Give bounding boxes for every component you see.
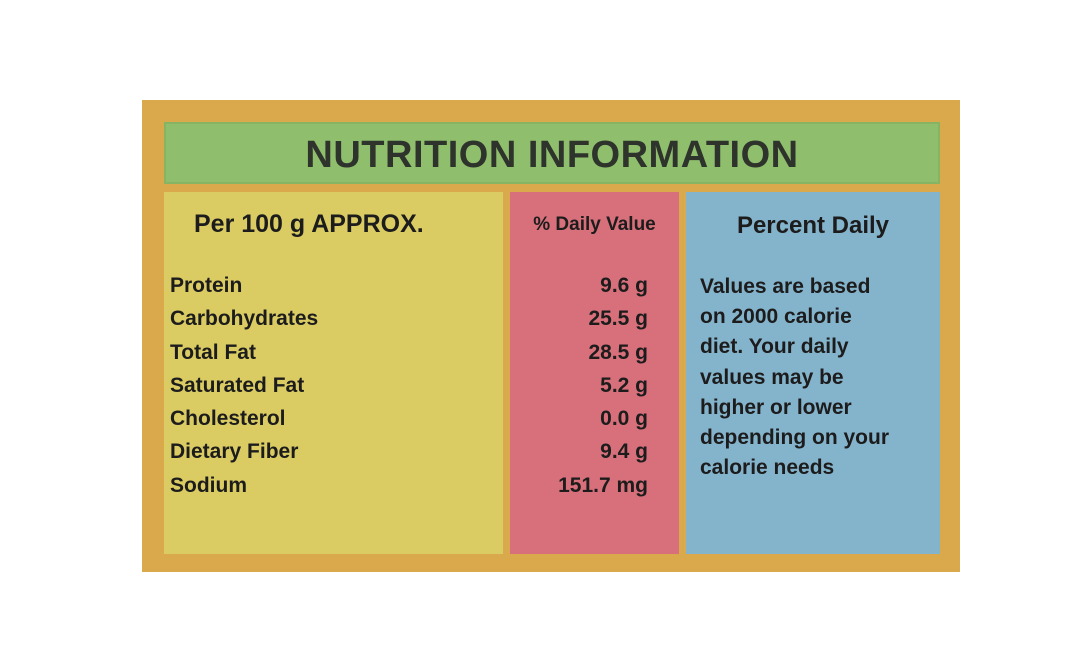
nutrient-name: Dietary Fiber [170, 440, 299, 464]
daily-value-note: Values are based on 2000 calorie diet. Y… [700, 272, 936, 483]
nutrient-name: Cholesterol [170, 407, 286, 431]
note-line: Values are based [700, 275, 871, 298]
nutrient-name: Carbohydrates [170, 307, 319, 331]
nutrient-value: 5.2 g [600, 373, 648, 397]
nutrient-name: Sodium [170, 473, 247, 497]
title-band: NUTRITION INFORMATION [164, 122, 940, 184]
note-line: calorie needs [700, 456, 835, 480]
value-list: 9.6 g 25.5 g 28.5 g 5.2 g 0.0 g 9.4 g 15… [510, 269, 679, 502]
nutrient-name: Total Fat [170, 340, 256, 364]
note-line: higher or lower [700, 395, 852, 419]
nutrient-value: 9.6 g [600, 274, 648, 297]
note-column: Percent Daily Values are based on 2000 c… [686, 192, 940, 554]
note-line: on 2000 calorie [700, 305, 852, 329]
nutrient-value: 151.7 mg [558, 473, 648, 497]
nutrients-header: Per 100 g APPROX. [194, 210, 424, 238]
note-header: Percent Daily [736, 212, 890, 239]
nutrient-name: Protein [170, 274, 243, 297]
values-column: % Daily Value 9.6 g 25.5 g 28.5 g 5.2 g … [510, 192, 679, 554]
note-line: diet. Your daily [700, 335, 849, 359]
nutrient-name: Saturated Fat [170, 373, 305, 397]
label-title: NUTRITION INFORMATION [305, 134, 799, 176]
note-line: values may be [700, 365, 844, 389]
nutrient-list: Protein Carbohydrates Total Fat Saturate… [164, 269, 503, 502]
note-line: depending on your [700, 426, 889, 450]
nutrient-value: 9.4 g [600, 440, 648, 464]
values-header: % Daily Value [533, 214, 656, 235]
nutrition-label: NUTRITION INFORMATION Per 100 g APPROX. … [142, 100, 960, 572]
nutrient-value: 28.5 g [588, 340, 648, 364]
nutrient-value: 0.0 g [600, 407, 648, 431]
nutrient-value: 25.5 g [588, 307, 648, 331]
nutrients-column: Per 100 g APPROX. Protein Carbohydrates … [164, 192, 503, 554]
